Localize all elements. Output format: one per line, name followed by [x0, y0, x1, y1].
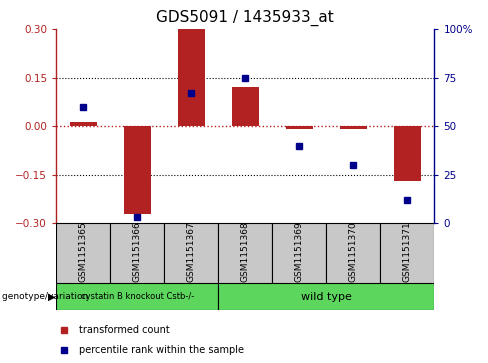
- Text: GSM1151370: GSM1151370: [349, 222, 358, 282]
- Text: wild type: wild type: [301, 292, 352, 302]
- Bar: [178, 29, 204, 126]
- Bar: [272, 223, 326, 283]
- Bar: [286, 126, 313, 129]
- Text: GSM1151371: GSM1151371: [403, 222, 412, 282]
- Bar: [326, 223, 380, 283]
- Bar: [340, 126, 367, 129]
- Bar: [70, 122, 97, 126]
- Text: genotype/variation: genotype/variation: [2, 292, 92, 301]
- Text: transformed count: transformed count: [79, 325, 170, 335]
- Text: GSM1151369: GSM1151369: [295, 222, 304, 282]
- Title: GDS5091 / 1435933_at: GDS5091 / 1435933_at: [156, 10, 334, 26]
- Text: ▶: ▶: [48, 292, 55, 302]
- Bar: [218, 223, 272, 283]
- Text: GSM1151365: GSM1151365: [79, 222, 88, 282]
- Bar: [123, 126, 151, 213]
- Text: GSM1151368: GSM1151368: [241, 222, 250, 282]
- Text: GSM1151366: GSM1151366: [133, 222, 142, 282]
- Bar: [56, 223, 110, 283]
- Bar: [164, 223, 218, 283]
- Bar: [394, 126, 421, 181]
- Bar: [110, 223, 164, 283]
- Bar: [380, 223, 434, 283]
- Bar: [232, 87, 259, 126]
- Bar: [218, 283, 434, 310]
- Text: GSM1151367: GSM1151367: [187, 222, 196, 282]
- Text: percentile rank within the sample: percentile rank within the sample: [79, 345, 244, 355]
- Bar: [56, 283, 218, 310]
- Text: cystatin B knockout Cstb-/-: cystatin B knockout Cstb-/-: [81, 292, 194, 301]
